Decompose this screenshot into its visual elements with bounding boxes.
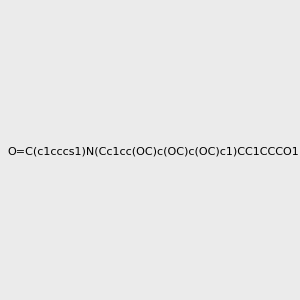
Text: O=C(c1cccs1)N(Cc1cc(OC)c(OC)c(OC)c1)CC1CCCO1: O=C(c1cccs1)N(Cc1cc(OC)c(OC)c(OC)c1)CC1C… — [8, 146, 300, 157]
